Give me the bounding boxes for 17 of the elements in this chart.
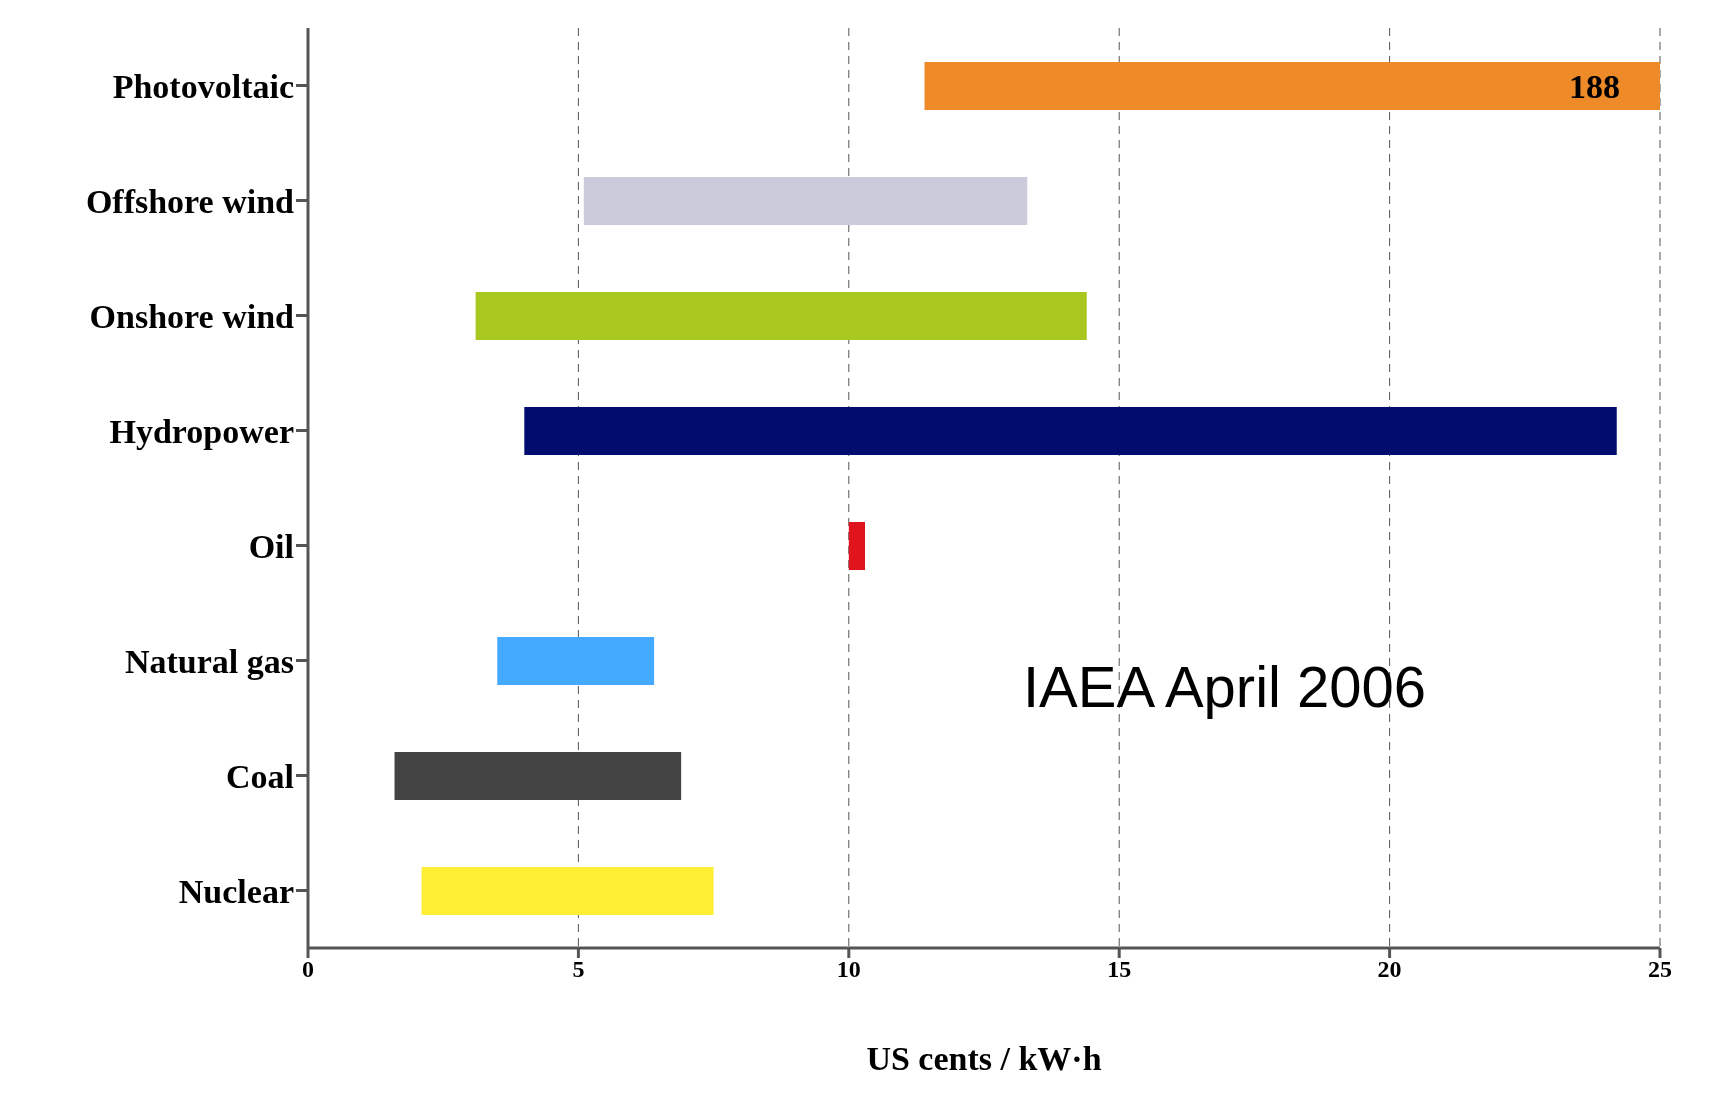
y-tick-label: Nuclear (178, 872, 294, 910)
y-tick-label: Photovoltaic (112, 67, 294, 105)
y-tick-label: Onshore wind (89, 297, 295, 335)
x-axis-title: US cents / kW·h (866, 1040, 1102, 1077)
y-tick-label: Natural gas (124, 642, 294, 680)
y-tick-label: Offshore wind (85, 182, 295, 220)
y-tick-label: Coal (226, 757, 294, 795)
x-tick-label: 25 (1648, 956, 1672, 983)
annotation: IAEA April 2006 (1023, 653, 1427, 720)
x-tick-label: 15 (1107, 956, 1132, 983)
y-tick-label: Oil (248, 527, 294, 565)
x-tick-label: 20 (1377, 956, 1402, 983)
y-tick-label: Hydropower (109, 412, 294, 450)
x-tick-label: 0 (302, 956, 314, 983)
x-tick-label: 5 (572, 956, 585, 983)
x-tick-label: 10 (836, 956, 861, 983)
data-label: 188 (1569, 67, 1620, 105)
